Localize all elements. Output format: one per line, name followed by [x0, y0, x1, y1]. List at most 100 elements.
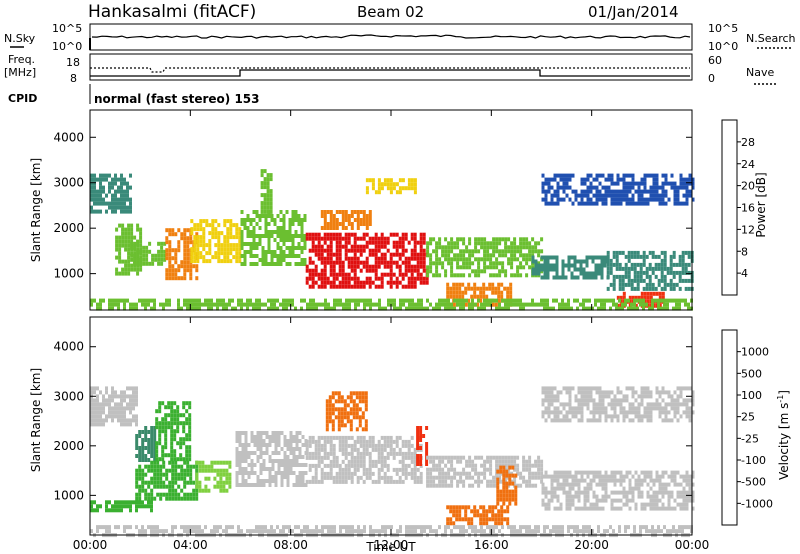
data-cell	[226, 251, 230, 256]
data-cell	[528, 265, 532, 270]
data-cell	[510, 257, 514, 262]
data-cell	[305, 264, 309, 269]
data-cell	[386, 463, 390, 468]
data-cell	[132, 406, 135, 411]
data-cell	[456, 483, 460, 488]
data-cell	[612, 274, 616, 279]
data-cell	[335, 252, 339, 257]
data-cell	[308, 439, 312, 444]
data-cell	[280, 447, 284, 451]
data-cell	[404, 268, 408, 273]
data-cell	[336, 298, 339, 303]
data-cell	[456, 245, 460, 250]
data-cell	[559, 185, 563, 190]
data-cell	[410, 236, 414, 241]
data-cell	[153, 426, 157, 430]
data-cell	[210, 529, 213, 534]
data-cell	[592, 494, 596, 499]
data-cell	[426, 306, 429, 311]
data-cell	[646, 197, 650, 202]
data-cell	[193, 243, 197, 248]
data-cell	[574, 470, 578, 475]
data-cell	[305, 455, 309, 460]
data-cell	[652, 291, 656, 296]
data-cell	[531, 483, 535, 488]
data-cell	[317, 435, 321, 440]
data-cell	[386, 443, 390, 448]
data-cell	[502, 481, 506, 486]
data-cell	[356, 459, 360, 464]
data-cell	[147, 500, 150, 505]
data-cell	[661, 490, 665, 495]
data-cell	[138, 529, 141, 534]
data-cell	[435, 245, 439, 250]
data-cell	[323, 435, 327, 440]
data-cell	[616, 418, 620, 423]
nave-label: Nave	[746, 66, 774, 79]
data-cell	[99, 177, 102, 182]
data-cell	[404, 186, 408, 191]
data-cell	[571, 482, 575, 487]
data-cell	[300, 258, 304, 262]
data-cell	[126, 205, 129, 210]
data-cell	[646, 418, 650, 423]
data-cell	[317, 479, 321, 484]
data-cell	[687, 250, 691, 255]
data-cell	[583, 193, 587, 198]
data-cell	[498, 269, 502, 274]
data-cell	[111, 406, 114, 411]
data-cell	[170, 413, 174, 418]
data-cell	[115, 227, 119, 232]
data-cell	[679, 394, 683, 399]
data-cell	[324, 302, 327, 307]
data-cell	[610, 189, 614, 194]
data-cell	[135, 468, 139, 473]
data-cell	[562, 177, 566, 182]
data-cell	[217, 247, 221, 252]
data-cell	[583, 386, 587, 391]
data-cell	[673, 478, 677, 483]
data-cell	[266, 205, 270, 210]
data-cell	[670, 185, 674, 190]
data-cell	[300, 218, 304, 222]
data-cell	[432, 459, 436, 464]
data-cell	[368, 240, 372, 245]
data-cell	[586, 394, 590, 399]
data-cell	[585, 275, 589, 280]
data-cell	[561, 306, 564, 311]
data-cell	[207, 464, 211, 469]
data-cell	[595, 494, 599, 499]
data-cell	[598, 173, 602, 178]
data-cell	[326, 439, 330, 444]
data-cell	[582, 302, 585, 307]
data-cell	[153, 525, 156, 530]
data-cell	[649, 295, 653, 300]
data-cell	[453, 471, 457, 476]
data-cell	[344, 252, 348, 257]
data-cell	[338, 463, 342, 468]
data-cell	[164, 405, 168, 410]
data-cell	[158, 421, 162, 426]
data-cell	[167, 425, 171, 430]
data-cell	[238, 443, 242, 447]
data-cell	[655, 506, 659, 511]
data-cell	[531, 298, 534, 303]
data-cell	[364, 395, 368, 400]
data-cell	[612, 298, 615, 303]
data-cell	[619, 390, 623, 395]
data-cell	[580, 386, 584, 391]
data-cell	[595, 402, 599, 407]
data-cell	[138, 484, 142, 489]
data-cell	[368, 459, 372, 464]
data-cell	[678, 278, 682, 283]
data-cell	[646, 502, 650, 507]
data-cell	[216, 468, 220, 473]
data-cell	[174, 232, 178, 237]
data-cell	[383, 455, 387, 460]
data-cell	[426, 253, 430, 258]
data-cell	[180, 276, 184, 281]
data-cell	[120, 504, 123, 509]
data-cell	[494, 286, 498, 291]
data-cell	[491, 286, 495, 291]
data-cell	[157, 241, 161, 246]
